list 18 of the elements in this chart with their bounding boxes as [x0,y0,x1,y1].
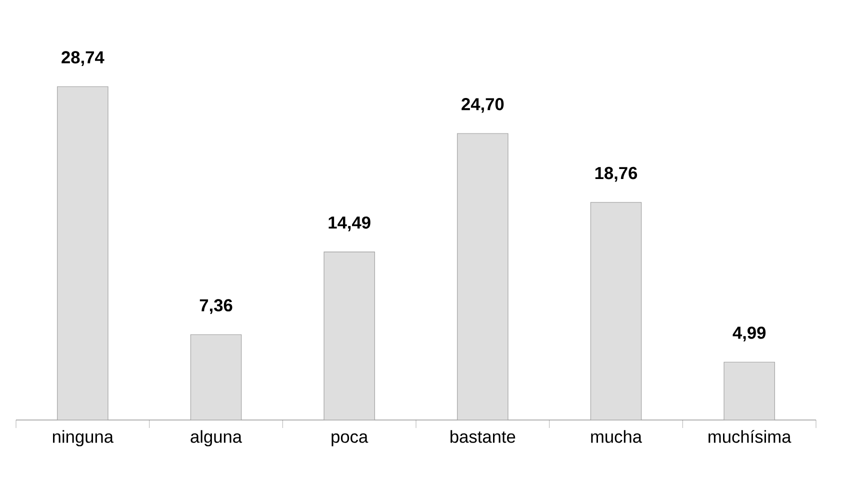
data-label: 4,99 [732,326,766,342]
x-tick-label: poca [332,433,368,446]
x-tick-label: ninguna [52,430,114,446]
data-label: 7,36 [200,299,232,314]
x-tick-label: bastante [450,430,516,443]
bar [724,362,775,420]
bar [324,252,375,420]
bar [190,334,242,420]
data-label: 24,70 [462,98,504,113]
data-label: 18,76 [595,166,638,182]
data-label: 14,49 [328,216,370,232]
x-tick-label: mucha [591,430,642,443]
x-tick-label: muchísima [708,430,792,443]
x-tick-label: alguna [190,430,242,446]
bar [457,133,508,420]
data-label: 28,74 [62,51,104,66]
bar [57,86,108,420]
bar [590,202,642,420]
